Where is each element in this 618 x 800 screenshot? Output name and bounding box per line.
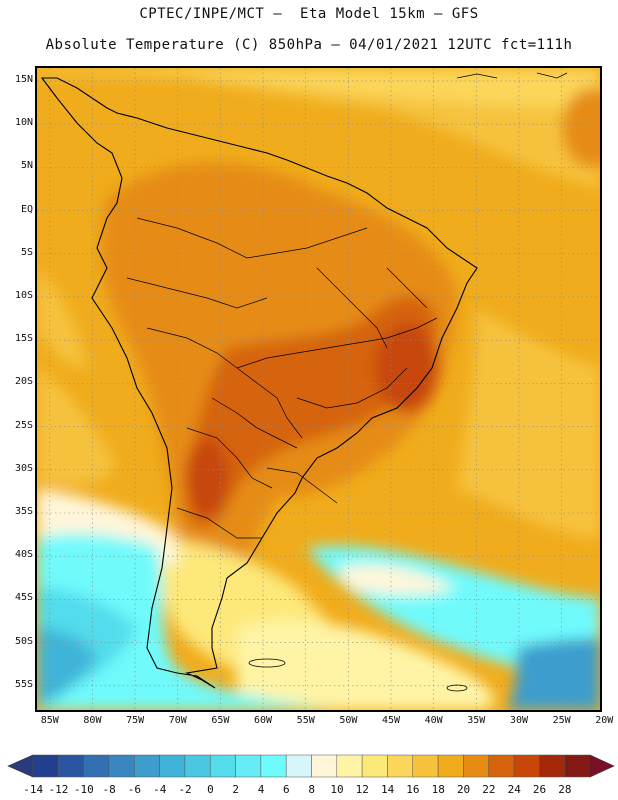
lon-label: 85W bbox=[40, 715, 59, 726]
lon-label: 50W bbox=[339, 715, 358, 726]
colorbar-swatch bbox=[209, 754, 236, 778]
political-borders bbox=[126, 217, 438, 539]
colorbar-swatch bbox=[58, 754, 84, 778]
colorbar-swatch bbox=[159, 754, 186, 778]
colorbar-tick-label: 22 bbox=[482, 783, 496, 796]
colorbar-swatch bbox=[488, 754, 515, 778]
lon-label: 80W bbox=[83, 715, 102, 726]
colorbar-tick-label: 26 bbox=[532, 783, 547, 796]
colorbar-tick-label: 24 bbox=[507, 783, 521, 796]
colorbar-tick-label: 14 bbox=[380, 783, 395, 796]
colorbar-tick-label: 28 bbox=[558, 783, 572, 796]
lat-label: 45S bbox=[14, 592, 33, 604]
colorbar-tick-label: -4 bbox=[153, 783, 167, 796]
lat-label: 15S bbox=[14, 333, 33, 345]
lat-label: 10N bbox=[14, 117, 33, 129]
lon-label: 25W bbox=[552, 715, 571, 726]
colorbar-tick-label: 20 bbox=[456, 783, 471, 796]
colorbar-tick-label: -2 bbox=[178, 783, 192, 796]
colorbar-swatch bbox=[564, 754, 591, 778]
lat-label: 15N bbox=[14, 73, 33, 85]
colorbar-tick-label: 16 bbox=[406, 783, 420, 796]
colorbar-swatch bbox=[311, 754, 338, 778]
colorbar-tick-label: -8 bbox=[102, 783, 116, 796]
lat-label: 40S bbox=[14, 549, 33, 561]
lat-label: EQ bbox=[20, 203, 33, 215]
islands bbox=[248, 72, 568, 692]
colorbar-tick-label: 18 bbox=[431, 783, 445, 796]
colorbar-swatch bbox=[32, 754, 59, 778]
colorbar-tick-label: 12 bbox=[355, 783, 369, 796]
coastlines bbox=[40, 77, 478, 689]
map-title-line-1: CPTEC/INPE/MCT – Eta Model 15km – GFS bbox=[139, 6, 479, 22]
temperature-map bbox=[35, 66, 602, 712]
map-title-line-2: Absolute Temperature (C) 850hPa – 04/01/… bbox=[45, 37, 573, 53]
colorbar-swatch bbox=[108, 754, 135, 778]
colorbar bbox=[7, 754, 615, 778]
lon-label: 40W bbox=[424, 715, 443, 726]
colorbar-low-extension bbox=[7, 754, 34, 778]
colorbar-swatch bbox=[412, 754, 439, 778]
colorbar-high-extension bbox=[589, 754, 615, 778]
colorbar-swatch bbox=[387, 754, 414, 778]
colorbar-swatch bbox=[361, 754, 388, 778]
lon-label: 70W bbox=[168, 715, 187, 726]
colorbar-tick-label: 0 bbox=[207, 783, 214, 796]
lat-label: 5S bbox=[20, 246, 33, 258]
colorbar-swatch bbox=[260, 754, 287, 778]
colorbar-tick-label: 10 bbox=[330, 783, 344, 796]
lon-label: 55W bbox=[296, 715, 315, 726]
colorbar-swatch bbox=[235, 754, 262, 778]
colorbar-swatch bbox=[336, 754, 363, 778]
colorbar-tick-label: 6 bbox=[283, 783, 290, 796]
lon-label: 30W bbox=[509, 715, 528, 726]
colorbar-tick-label: 2 bbox=[232, 783, 240, 796]
lat-label: 10S bbox=[14, 289, 33, 301]
lat-label: 30S bbox=[14, 462, 33, 474]
colorbar-swatch bbox=[437, 754, 464, 778]
lat-label: 35S bbox=[14, 505, 33, 517]
temperature-field bbox=[37, 68, 600, 710]
lat-label: 50S bbox=[14, 635, 33, 647]
colorbar-swatch bbox=[184, 754, 211, 778]
colorbar-tick-label: 8 bbox=[308, 783, 315, 796]
colorbar-swatch bbox=[83, 754, 110, 778]
lat-label: 20S bbox=[14, 376, 33, 388]
lon-label: 35W bbox=[467, 715, 486, 726]
graticule bbox=[37, 68, 600, 710]
colorbar-swatch bbox=[513, 754, 540, 778]
colorbar-tick-label: -12 bbox=[48, 783, 69, 796]
colorbar-tick-label: -14 bbox=[23, 783, 44, 796]
lon-label: 65W bbox=[211, 715, 230, 726]
colorbar-tick-label: -10 bbox=[73, 783, 94, 796]
lon-label: 45W bbox=[381, 715, 401, 726]
lon-label: 60W bbox=[254, 715, 273, 726]
lat-label: 5N bbox=[20, 160, 33, 172]
colorbar-swatch bbox=[134, 754, 160, 778]
colorbar-tick-label: -6 bbox=[127, 783, 142, 796]
colorbar-swatch bbox=[463, 754, 489, 778]
colorbar-tick-label: 4 bbox=[257, 783, 265, 796]
colorbar-swatch bbox=[285, 754, 312, 778]
lat-label: 25S bbox=[14, 419, 33, 431]
lon-label: 20W bbox=[595, 715, 614, 726]
colorbar-swatch bbox=[539, 754, 565, 778]
lon-label: 75W bbox=[126, 715, 145, 726]
lat-label: 55S bbox=[14, 678, 33, 690]
